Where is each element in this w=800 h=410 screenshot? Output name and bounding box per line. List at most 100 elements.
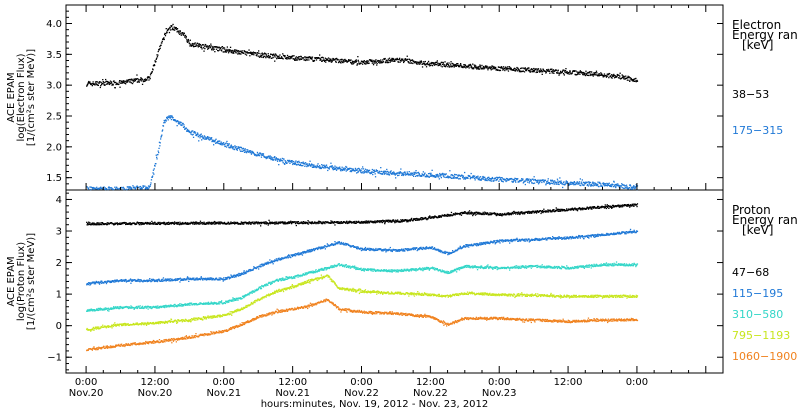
electron-point: [531, 68, 533, 70]
electron-point: [207, 46, 209, 48]
electron-point: [577, 72, 579, 74]
electron-point: [99, 86, 101, 89]
electron-point: [564, 71, 566, 73]
electron-point: [268, 57, 270, 59]
electron-point: [115, 81, 117, 84]
electron-point: [237, 51, 239, 53]
electron-point: [489, 66, 491, 69]
electron-point: [153, 173, 155, 175]
electron-point: [368, 62, 370, 64]
electron-point: [357, 171, 359, 174]
proton-point: [390, 249, 393, 251]
electron-point: [228, 49, 230, 52]
proton-point: [278, 258, 280, 260]
proton-point: [243, 270, 245, 272]
electron-point: [136, 74, 138, 76]
proton-point: [618, 205, 620, 207]
proton-point: [344, 242, 347, 245]
proton-point: [155, 222, 157, 225]
proton-point: [130, 223, 132, 225]
electron-point: [277, 158, 279, 160]
electron-point: [607, 183, 609, 185]
electron-point: [553, 181, 555, 184]
electron-point: [238, 147, 240, 149]
electron-point: [562, 70, 564, 72]
proton-point: [137, 280, 139, 282]
proton-point: [518, 211, 520, 214]
proton-point: [447, 215, 449, 217]
electron-point: [335, 61, 337, 63]
electron-point: [257, 153, 259, 155]
proton-point: [431, 217, 433, 219]
proton-point: [311, 223, 313, 225]
proton-point: [397, 219, 399, 221]
electron-point: [179, 121, 181, 123]
electron-point: [456, 176, 459, 179]
electron-point: [558, 182, 560, 184]
electron-point: [605, 75, 607, 77]
proton-point: [412, 248, 414, 250]
electron-point: [457, 63, 459, 65]
electron-point: [630, 78, 632, 80]
proton-point: [219, 223, 221, 225]
proton-point: [167, 223, 169, 225]
electron-point: [402, 173, 404, 176]
electron-point: [266, 55, 268, 57]
proton-point: [486, 213, 488, 215]
proton-point: [111, 222, 113, 224]
electron-point: [411, 62, 413, 64]
electron-point: [166, 30, 169, 32]
electron-point: [310, 165, 312, 167]
electron-point: [122, 81, 124, 83]
electron-point: [455, 64, 457, 66]
proton-point: [309, 250, 311, 252]
electron-point: [104, 81, 106, 84]
proton-point: [261, 263, 263, 265]
proton-point: [475, 211, 477, 213]
electron-point: [109, 82, 111, 84]
proton-point: [124, 280, 126, 282]
electron-point: [252, 52, 254, 55]
proton-point: [202, 279, 204, 281]
electron-point: [354, 60, 357, 62]
electron-point: [313, 59, 316, 62]
electron-point: [454, 65, 457, 67]
electron-point: [291, 160, 293, 162]
electron-point: [211, 48, 213, 50]
electron-point: [599, 181, 601, 183]
proton-point: [417, 247, 420, 250]
electron-point: [230, 144, 232, 146]
proton-point: [280, 258, 283, 261]
proton-point: [544, 210, 547, 212]
proton-point: [207, 222, 209, 225]
proton-point: [460, 214, 463, 216]
proton-point: [300, 222, 302, 224]
electron-point: [102, 188, 104, 190]
electron-point: [265, 156, 267, 158]
proton-point: [401, 248, 403, 250]
electron-point: [163, 122, 165, 124]
electron-point: [163, 38, 165, 41]
proton-point: [384, 223, 386, 225]
electron-point: [606, 185, 608, 187]
electron-point: [491, 176, 494, 179]
electron-point: [154, 60, 156, 62]
electron-point: [161, 134, 163, 136]
proton-point: [241, 221, 243, 223]
electron-point: [417, 171, 420, 174]
electron-point: [527, 181, 529, 183]
electron-point: [519, 70, 521, 73]
proton-point: [326, 243, 328, 245]
proton-point: [470, 211, 473, 213]
electron-point: [594, 74, 596, 76]
proton-point: [241, 272, 243, 274]
electron-point: [630, 79, 632, 81]
proton-point: [127, 280, 129, 282]
electron-point: [311, 166, 314, 168]
electron-point: [582, 71, 585, 74]
proton-point: [377, 220, 379, 222]
proton-point: [129, 222, 131, 224]
electron-point: [295, 59, 297, 61]
proton-point: [397, 220, 400, 222]
electron-point: [96, 81, 99, 83]
